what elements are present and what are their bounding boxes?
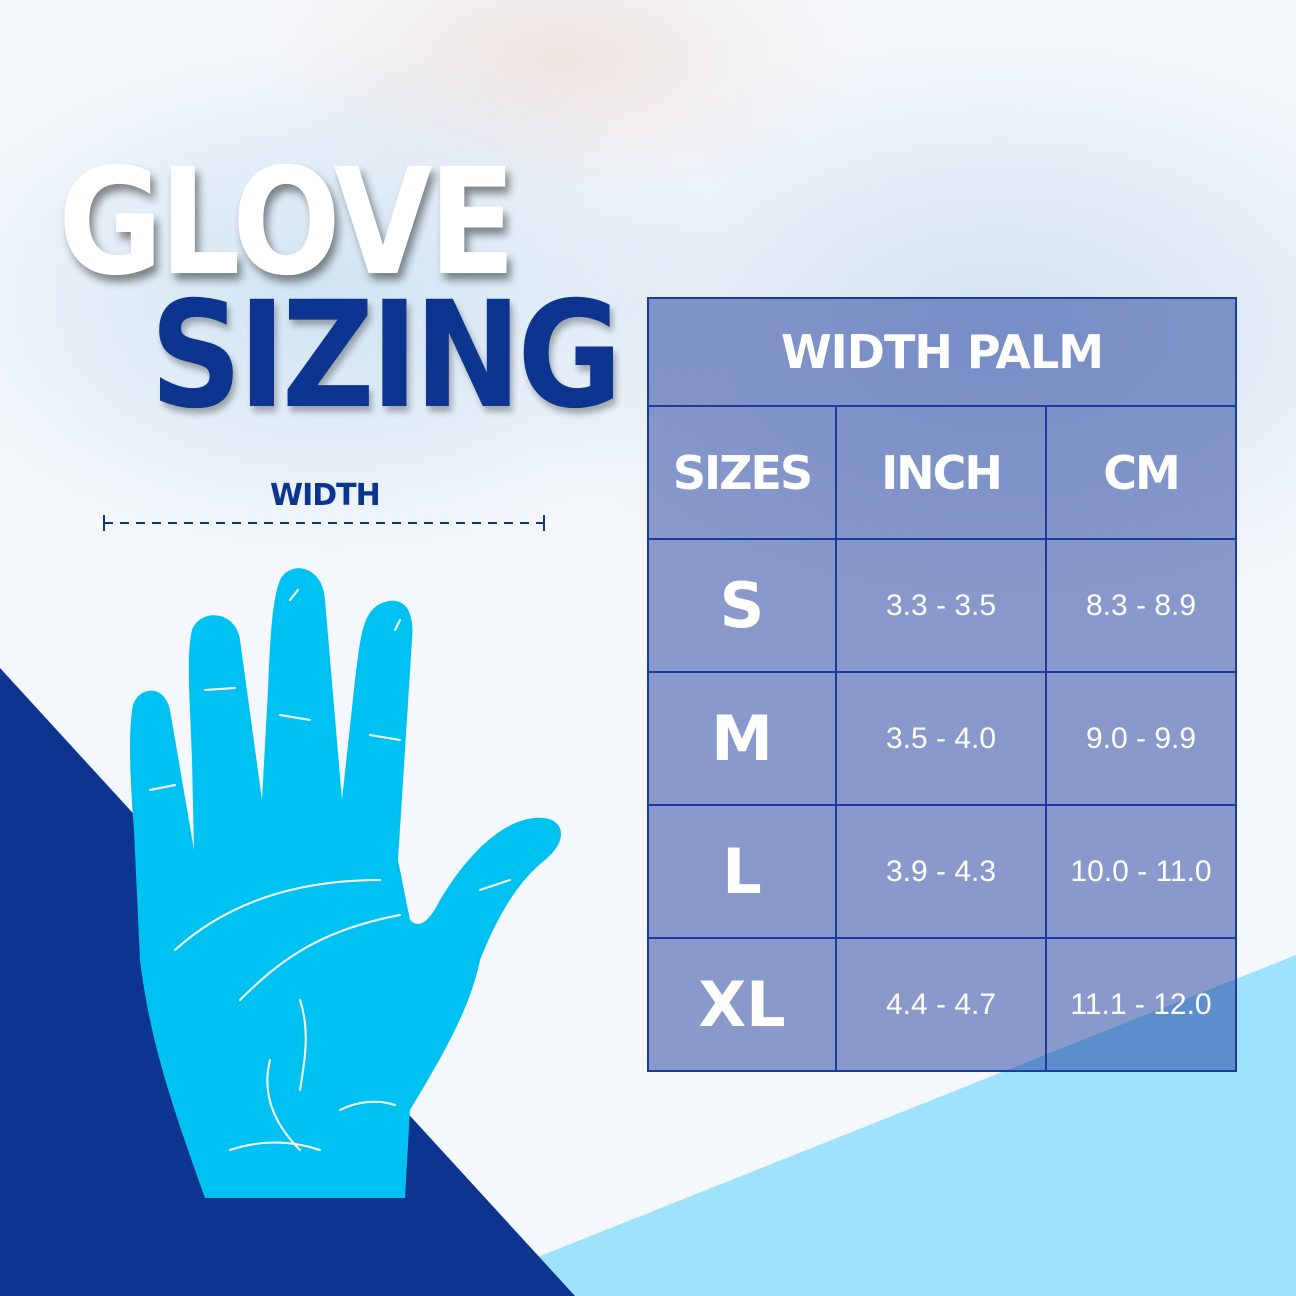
header-sizes: SIZES [647,405,837,540]
inch-cell: 3.9 - 4.3 [835,804,1047,939]
hand-illustration [130,568,562,1198]
table-title: WIDTH PALM [647,297,1237,407]
inch-cell: 3.3 - 3.5 [835,538,1047,673]
cm-cell: 8.3 - 8.9 [1045,538,1237,673]
cm-cell: 10.0 - 11.0 [1045,804,1237,939]
size-cell: L [647,804,837,939]
header-inch: INCH [835,405,1047,540]
title-line2: SIZING [150,270,622,442]
width-label: WIDTH [270,478,381,513]
inch-cell: 4.4 - 4.7 [835,937,1047,1072]
header-cm: CM [1045,405,1237,540]
table-row: M 3.5 - 4.0 9.0 - 9.9 [647,671,1237,806]
cm-cell: 11.1 - 12.0 [1045,937,1237,1072]
inch-cell: 3.5 - 4.0 [835,671,1047,806]
size-cell: XL [647,937,837,1072]
width-dimension-line [103,515,545,531]
table-row: L 3.9 - 4.3 10.0 - 11.0 [647,804,1237,939]
table-row: S 3.3 - 3.5 8.3 - 8.9 [647,538,1237,673]
size-chart-table: WIDTH PALM SIZES INCH CM S 3.3 - 3.5 8.3… [647,297,1237,1072]
table-row: XL 4.4 - 4.7 11.1 - 12.0 [647,937,1237,1072]
title-line1: GLOVE [58,137,516,309]
size-cell: S [647,538,837,673]
cm-cell: 9.0 - 9.9 [1045,671,1237,806]
size-cell: M [647,671,837,806]
